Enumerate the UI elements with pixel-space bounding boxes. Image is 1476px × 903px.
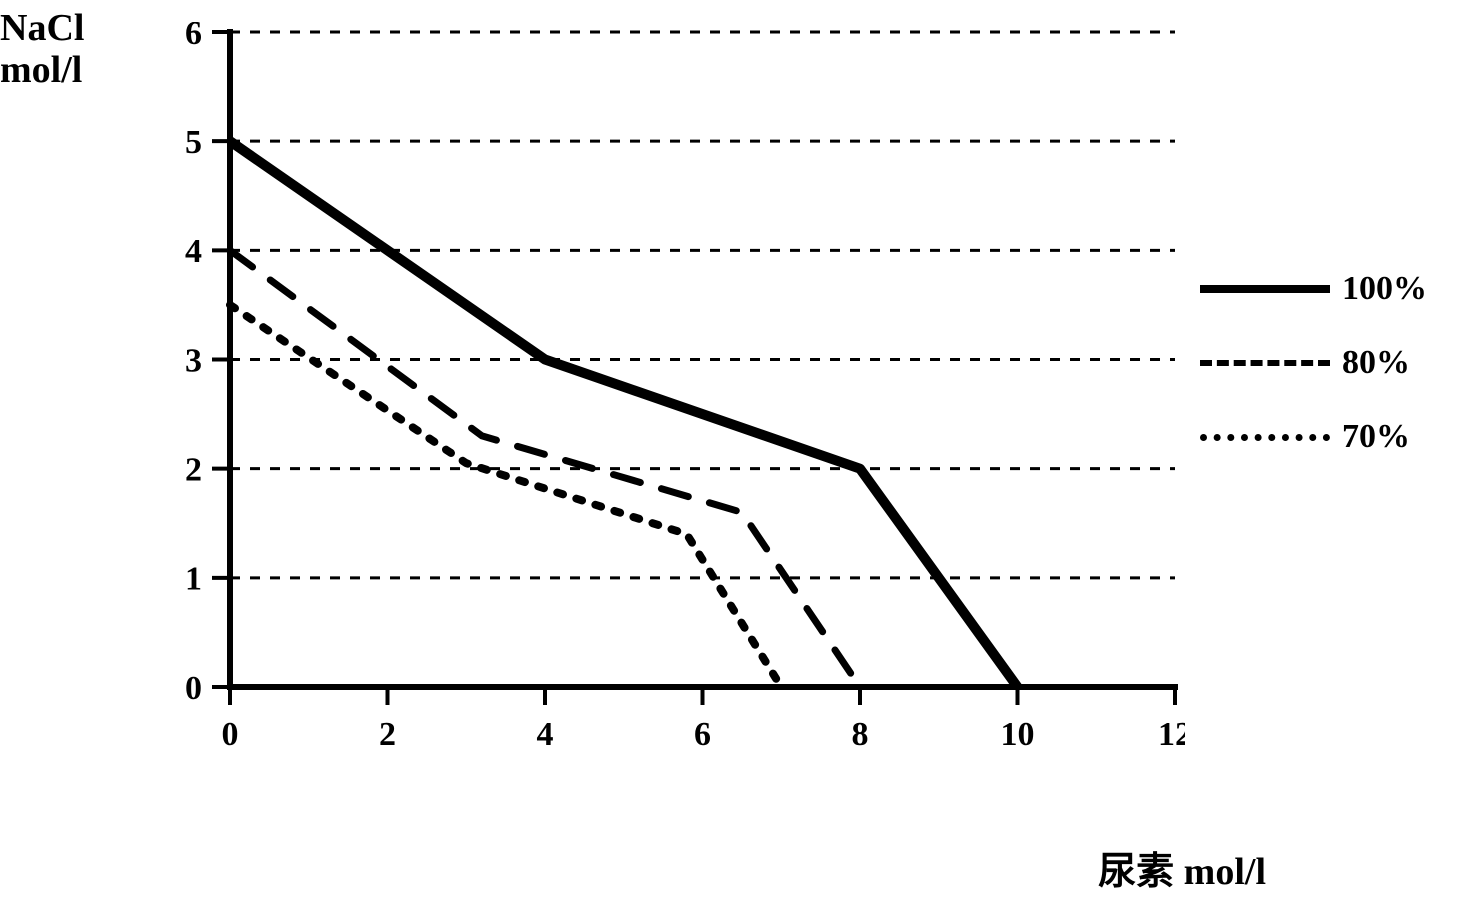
svg-text:5: 5	[185, 124, 202, 161]
nacl-urea-chart: NaCl mol/l 0123456024681012 100%80%70% 尿…	[0, 0, 1476, 903]
legend-entry: 80%	[1200, 344, 1427, 382]
plot-area: 0123456024681012	[175, 22, 1185, 762]
x-axis-title: 尿素 mol/l	[1098, 840, 1266, 895]
svg-text:0: 0	[222, 716, 239, 753]
svg-text:6: 6	[185, 22, 202, 52]
legend-label: 80%	[1342, 344, 1410, 382]
legend-swatch	[1200, 434, 1330, 441]
legend-label: 70%	[1342, 418, 1410, 456]
legend-entry: 70%	[1200, 418, 1427, 456]
svg-text:0: 0	[185, 670, 202, 707]
svg-text:8: 8	[852, 716, 869, 753]
legend: 100% 80% 70%	[1200, 270, 1427, 492]
svg-text:4: 4	[185, 233, 202, 270]
svg-text:6: 6	[694, 716, 711, 753]
legend-swatch	[1200, 285, 1330, 293]
svg-text:10: 10	[1001, 716, 1035, 753]
legend-swatch	[1200, 360, 1330, 366]
legend-label: 100%	[1342, 270, 1427, 308]
svg-text:1: 1	[185, 561, 202, 598]
legend-entry: 100%	[1200, 270, 1427, 308]
svg-text:2: 2	[185, 452, 202, 489]
y-axis-title: NaCl mol/l	[0, 8, 84, 92]
svg-text:4: 4	[537, 716, 554, 753]
svg-text:12: 12	[1158, 716, 1185, 753]
svg-text:3: 3	[185, 342, 202, 379]
svg-text:2: 2	[379, 716, 396, 753]
